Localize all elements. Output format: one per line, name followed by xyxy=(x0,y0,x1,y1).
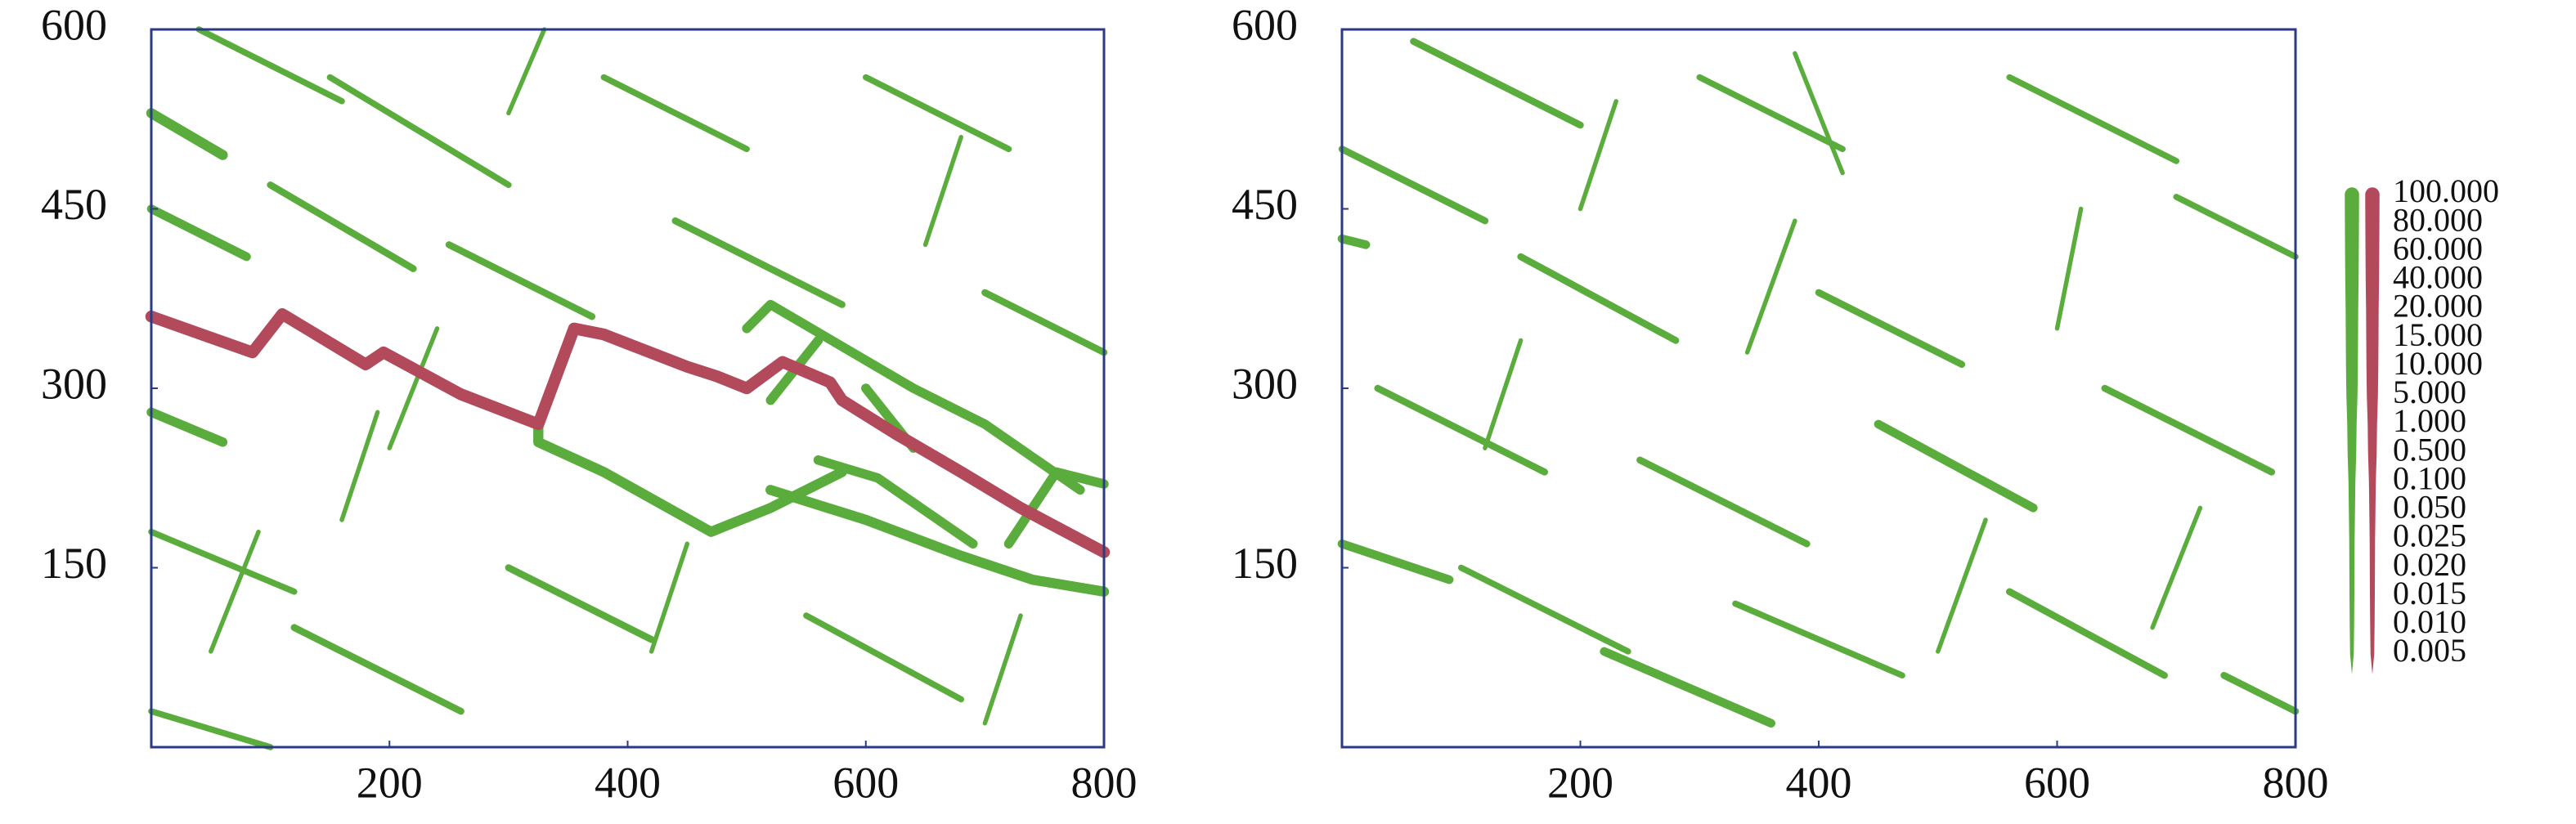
fracture xyxy=(1517,253,1680,344)
legend-label: 80.000 xyxy=(2393,201,2483,238)
fracture xyxy=(671,217,846,308)
x-tick-label: 200 xyxy=(357,758,423,807)
fracture xyxy=(505,564,655,643)
fracture xyxy=(1815,289,1966,368)
fracture xyxy=(148,528,298,595)
fracture xyxy=(209,529,261,654)
legend-label: 15.000 xyxy=(2393,316,2483,353)
x-tick-label: 400 xyxy=(595,758,661,807)
fracture xyxy=(148,708,274,750)
legend-label: 0.020 xyxy=(2393,546,2466,583)
fracture xyxy=(1600,647,1775,728)
fracture xyxy=(1457,564,1631,655)
legend-label: 60.000 xyxy=(2393,230,2483,266)
fracture xyxy=(1636,456,1811,548)
fracture xyxy=(1696,74,1846,153)
fracture xyxy=(2005,588,2168,679)
fracture xyxy=(862,74,1012,153)
fracture xyxy=(339,410,380,522)
fracture xyxy=(267,181,417,272)
y-tick-label: 600 xyxy=(1232,0,1298,49)
fracture xyxy=(2220,671,2300,715)
fracture xyxy=(1874,419,2038,513)
fracture xyxy=(742,299,1085,495)
y-tick-label: 150 xyxy=(41,539,107,588)
fracture xyxy=(1337,539,1454,584)
legend-label: 10.000 xyxy=(2393,345,2483,382)
fracture xyxy=(1744,218,1797,355)
x-tick-label: 400 xyxy=(1786,758,1852,807)
fracture xyxy=(2150,505,2203,630)
fracture xyxy=(982,613,1023,726)
fracture xyxy=(1732,600,1905,678)
y-tick-label: 300 xyxy=(41,359,107,408)
fracture xyxy=(2006,74,2180,164)
plot-frame xyxy=(1340,28,2297,749)
fracture xyxy=(1337,234,1371,249)
fracture xyxy=(922,134,963,248)
y-tick-label: 300 xyxy=(1232,359,1298,408)
x-tick-label: 800 xyxy=(1071,758,1138,807)
y-tick-label: 450 xyxy=(1232,180,1298,229)
fracture xyxy=(146,108,228,160)
x-tick-label: 200 xyxy=(1547,758,1613,807)
y-tick-label: 450 xyxy=(41,180,107,229)
legend-swatch xyxy=(2345,187,2359,674)
fracture xyxy=(1793,51,1845,176)
legend-label: 0.050 xyxy=(2393,489,2466,526)
legend-label: 40.000 xyxy=(2393,259,2483,296)
fracture xyxy=(1577,99,1618,212)
legend-label: 20.000 xyxy=(2393,288,2483,325)
fracture xyxy=(146,407,228,447)
legend-label: 5.000 xyxy=(2393,374,2466,410)
fracture xyxy=(387,326,440,450)
fracture xyxy=(326,74,512,189)
fracture xyxy=(146,204,251,262)
fracture xyxy=(2101,384,2276,476)
fracture xyxy=(290,624,464,715)
fracture xyxy=(765,485,1110,597)
legend-label: 0.025 xyxy=(2393,517,2466,554)
legend-label: 100.000 xyxy=(2393,172,2499,209)
fracture xyxy=(648,541,690,654)
legend-label: 0.500 xyxy=(2393,431,2466,468)
fracture xyxy=(1003,467,1109,549)
x-tick-label: 600 xyxy=(832,758,899,807)
legend-label: 0.010 xyxy=(2393,603,2466,640)
fracture xyxy=(533,419,847,537)
x-tick-label: 800 xyxy=(2263,758,2329,807)
fracture xyxy=(600,74,750,153)
fracture xyxy=(1936,517,1988,654)
fracture xyxy=(2054,206,2084,331)
legend-label: 0.005 xyxy=(2393,632,2466,669)
fracture xyxy=(195,26,345,105)
fracture xyxy=(506,27,547,116)
fracture xyxy=(813,455,978,549)
fracture xyxy=(1338,146,1489,225)
fracture xyxy=(1483,338,1524,450)
legend-swatch xyxy=(2365,187,2380,674)
fracture xyxy=(803,612,965,703)
y-tick-label: 150 xyxy=(1232,539,1298,588)
fracture xyxy=(1410,38,1584,129)
fracture xyxy=(145,308,1111,558)
legend-label: 0.100 xyxy=(2393,459,2466,496)
fracture xyxy=(2173,194,2299,260)
legend-label: 0.015 xyxy=(2393,575,2466,611)
fracture xyxy=(1374,384,1549,476)
x-tick-label: 600 xyxy=(2024,758,2090,807)
fracture xyxy=(981,289,1108,356)
legend-label: 1.000 xyxy=(2393,402,2466,439)
fracture xyxy=(445,241,596,320)
y-tick-label: 600 xyxy=(41,0,107,49)
